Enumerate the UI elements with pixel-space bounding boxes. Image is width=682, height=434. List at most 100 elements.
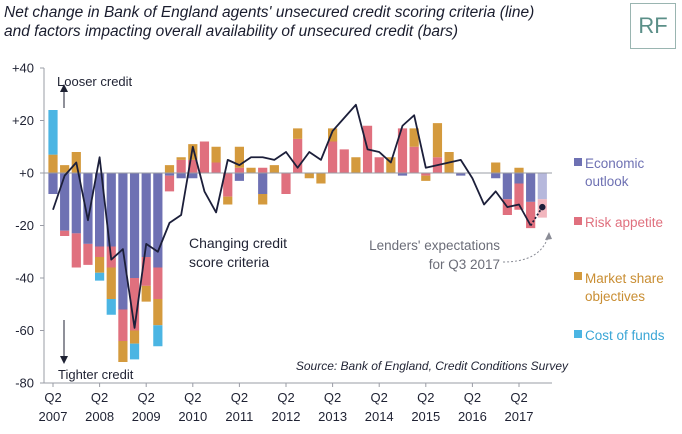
bar-market_share-40 bbox=[514, 167, 524, 173]
x-tick-quarter-2: Q2 bbox=[138, 390, 155, 405]
bar-layer bbox=[48, 110, 547, 362]
x-tick-quarter-3: Q2 bbox=[184, 390, 201, 405]
legend: Economic outlook Risk appetite Market sh… bbox=[574, 156, 665, 343]
chart-title: Net change in Bank of England agents' un… bbox=[4, 3, 604, 41]
x-tick-year-8: 2015 bbox=[411, 409, 440, 424]
bar-risk_appetite-31 bbox=[409, 146, 419, 173]
bar-economic_outlook-3 bbox=[83, 173, 93, 244]
x-tick-quarter-10: Q2 bbox=[510, 390, 527, 405]
bar-risk_appetite-13 bbox=[199, 141, 210, 173]
x-tick-year-7: 2014 bbox=[365, 409, 394, 424]
expectation-layer bbox=[529, 203, 546, 226]
y-tick-label-3: -20 bbox=[15, 218, 34, 233]
looser-arrow-head bbox=[60, 84, 68, 92]
bar-market_share-29 bbox=[386, 157, 396, 173]
bar-market_share-24 bbox=[328, 128, 338, 142]
bar-economic_outlook-39 bbox=[502, 173, 512, 200]
bar-market_share-4 bbox=[95, 257, 105, 273]
bar-economic_outlook-1 bbox=[60, 173, 70, 231]
x-tick-quarter-4: Q2 bbox=[231, 390, 248, 405]
bar-market_share-8 bbox=[141, 285, 151, 302]
x-tick-year-3: 2010 bbox=[178, 409, 207, 424]
bar-market_share-33 bbox=[432, 123, 443, 158]
title-line-2: and factors impacting overall availabili… bbox=[4, 23, 459, 40]
y-tick-label-5: -60 bbox=[15, 323, 34, 338]
expectation-point bbox=[539, 203, 546, 211]
bar-economic_outlook-16 bbox=[234, 173, 244, 181]
x-tick-quarter-9: Q2 bbox=[464, 390, 481, 405]
x-tick-quarter-6: Q2 bbox=[324, 390, 341, 405]
bar-risk_appetite-12 bbox=[188, 159, 198, 174]
legend-label-economic-2: outlook bbox=[585, 174, 629, 189]
x-tick-quarter-8: Q2 bbox=[417, 390, 434, 405]
bar-risk_appetite-6 bbox=[118, 309, 128, 341]
bar-market_share-17 bbox=[246, 167, 256, 173]
bar-economic_outlook-12 bbox=[188, 173, 198, 179]
y-tick-label-4: -40 bbox=[15, 271, 34, 286]
expectation-label-2: for Q3 2017 bbox=[429, 257, 500, 272]
x-tick-quarter-5: Q2 bbox=[277, 390, 294, 405]
bar-risk_appetite-7 bbox=[129, 278, 140, 331]
bar-market_share-26 bbox=[351, 157, 361, 173]
bar-risk_appetite-14 bbox=[211, 162, 221, 173]
bar-economic_outlook-9 bbox=[153, 173, 163, 268]
bar-risk_appetite-41 bbox=[526, 201, 536, 229]
bar-market_share-5 bbox=[106, 267, 116, 299]
y-tick-label-2: +0 bbox=[19, 166, 34, 181]
axis-layer: +40 +20 +0 -20 -40 -60 -80 Q2 2007 Q2 2008 Q2 2009 Q2… bbox=[12, 61, 552, 424]
bar-risk_appetite-30 bbox=[397, 128, 408, 174]
bar-market_share-19 bbox=[269, 165, 279, 174]
bar-economic_outlook-7 bbox=[129, 173, 140, 278]
bar-risk_appetite-9 bbox=[153, 267, 163, 299]
x-tick-year-10: 2017 bbox=[505, 409, 534, 424]
bar-market_share-9 bbox=[153, 299, 163, 326]
score-criteria-line bbox=[52, 103, 532, 329]
x-tick-year-4: 2011 bbox=[225, 409, 253, 424]
legend-label-market-share-1: Market share bbox=[585, 271, 664, 286]
legend-swatch-risk bbox=[574, 217, 582, 225]
bar-economic_outlook-41 bbox=[526, 173, 536, 202]
bar-market_share-10 bbox=[164, 165, 175, 174]
x-tick-year-1: 2008 bbox=[85, 409, 114, 424]
looser-credit-label: Looser credit bbox=[57, 74, 133, 89]
bar-market_share-1 bbox=[60, 165, 70, 174]
title-line-1: Net change in Bank of England agents' un… bbox=[4, 4, 535, 21]
x-tick-quarter-7: Q2 bbox=[371, 390, 388, 405]
bar-economic_outlook-11 bbox=[176, 173, 186, 179]
bar-market_share-18 bbox=[258, 194, 268, 205]
bar-market_share-6 bbox=[118, 341, 128, 362]
bar-market_share-16 bbox=[234, 146, 244, 168]
legend-label-economic-1: Economic bbox=[585, 156, 645, 171]
bar-market_share-31 bbox=[409, 128, 419, 147]
y-tick-label-0: +40 bbox=[12, 61, 34, 76]
expectation-bar-economic_outlook bbox=[537, 173, 547, 200]
bar-risk_appetite-20 bbox=[281, 173, 291, 194]
bar-economic_outlook-6 bbox=[118, 173, 128, 310]
bar-economic_outlook-8 bbox=[141, 173, 151, 257]
expectation-arrow-head bbox=[545, 232, 552, 240]
bar-risk_appetite-28 bbox=[374, 157, 384, 173]
bar-economic_outlook-40 bbox=[514, 173, 524, 184]
bar-risk_appetite-24 bbox=[328, 141, 338, 173]
bar-market_share-15 bbox=[223, 196, 233, 205]
rf-logo: RF bbox=[630, 3, 676, 49]
bar-risk_appetite-8 bbox=[141, 257, 151, 286]
bar-risk_appetite-18 bbox=[258, 167, 268, 173]
expectation-label-1: Lenders' expectations bbox=[369, 238, 500, 253]
bar-economic_outlook-35 bbox=[456, 173, 466, 176]
bar-economic_outlook-5 bbox=[106, 173, 116, 247]
bar-economic_outlook-18 bbox=[258, 173, 268, 194]
bar-risk_appetite-15 bbox=[223, 173, 233, 197]
bar-market_share-38 bbox=[491, 162, 501, 173]
legend-label-risk: Risk appetite bbox=[585, 215, 663, 230]
bar-cost_of_funds-7 bbox=[129, 343, 140, 360]
bar-risk_appetite-1 bbox=[60, 230, 70, 236]
x-tick-year-6: 2013 bbox=[318, 409, 347, 424]
legend-label-market-share-2: objectives bbox=[585, 289, 645, 304]
tighter-arrow-head bbox=[60, 356, 68, 364]
bar-risk_appetite-40 bbox=[514, 183, 524, 210]
bar-risk_appetite-10 bbox=[164, 175, 175, 192]
x-tick-year-5: 2012 bbox=[272, 409, 301, 424]
bar-risk_appetite-4 bbox=[95, 246, 105, 257]
